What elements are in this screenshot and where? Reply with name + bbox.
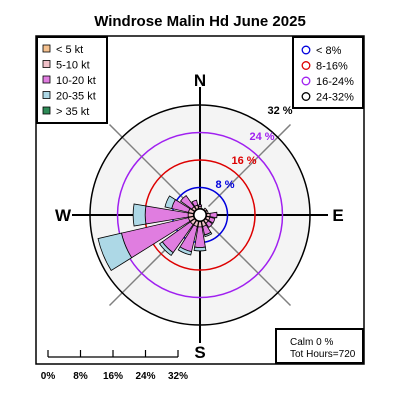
wedge-ese xyxy=(208,216,216,224)
ring-legend-label: 8-16% xyxy=(316,61,348,73)
compass-s: S xyxy=(194,343,205,362)
chart-title: Windrose Malin Hd June 2025 xyxy=(94,13,306,30)
wedge-ene xyxy=(205,209,209,214)
wedge-wsw xyxy=(97,232,133,272)
total-hours-label: Tot Hours=720 xyxy=(290,349,356,360)
wedge-sse xyxy=(204,231,213,238)
speed-legend-label: < 5 kt xyxy=(56,44,83,56)
speed-legend-label: 20-35 kt xyxy=(56,91,96,103)
sector-line xyxy=(207,123,292,208)
wedge-ne xyxy=(203,207,208,212)
wedge-ssw xyxy=(177,246,193,256)
ring-label: 24 % xyxy=(249,131,274,143)
ring-legend-label: < 8% xyxy=(316,45,342,57)
ring-legend-marker xyxy=(301,45,311,55)
wedge-wnw xyxy=(164,195,176,209)
ring-label: 32 % xyxy=(267,105,292,117)
speed-legend-swatch xyxy=(42,44,51,53)
compass-n: N xyxy=(194,71,206,90)
wedge-s xyxy=(193,246,207,252)
speed-legend-swatch xyxy=(42,75,51,84)
scale-tick-label: 16% xyxy=(103,371,123,382)
frequency-ring xyxy=(116,131,284,299)
info-box xyxy=(275,328,364,364)
frequency-ring xyxy=(89,104,311,326)
ring-legend-label: 16-24% xyxy=(316,76,354,88)
wedge-w xyxy=(132,203,147,227)
compass-w: W xyxy=(55,206,72,225)
ring-legend-marker xyxy=(301,76,311,86)
wedge-nw xyxy=(179,194,195,210)
speed-legend-label: > 35 kt xyxy=(56,106,89,118)
sector-line xyxy=(207,222,292,307)
scale-tick-label: 32% xyxy=(168,371,188,382)
scale-tick-label: 24% xyxy=(135,371,155,382)
sector-line xyxy=(108,123,193,208)
ring-legend-marker xyxy=(301,92,311,101)
wedge-sw xyxy=(158,241,174,257)
scale-tick-label: 8% xyxy=(73,371,88,382)
ring-label: 8 % xyxy=(216,179,235,191)
speed-legend-swatch xyxy=(42,60,51,68)
speed-legend-label: 10-20 kt xyxy=(56,75,96,87)
wedge-e xyxy=(209,211,218,219)
wedge-nnw xyxy=(191,199,199,207)
speed-legend-swatch xyxy=(42,91,51,99)
ring-legend-marker xyxy=(301,61,311,70)
ring-legend-label: 24-32% xyxy=(316,92,354,104)
ring-legend-box xyxy=(292,36,364,109)
ring-label: 16 % xyxy=(231,155,256,167)
wedge-se xyxy=(205,220,214,229)
speed-legend-swatch xyxy=(42,106,51,115)
scale-tick-label: 0% xyxy=(41,371,56,382)
plot-frame xyxy=(35,35,365,365)
wedge-e xyxy=(206,212,211,218)
calm-circle xyxy=(193,208,207,222)
wedge-n xyxy=(197,204,203,208)
speed-legend-label: 5-10 kt xyxy=(56,60,90,72)
calm-label: Calm 0 % xyxy=(290,337,333,348)
compass-e: E xyxy=(332,206,343,225)
